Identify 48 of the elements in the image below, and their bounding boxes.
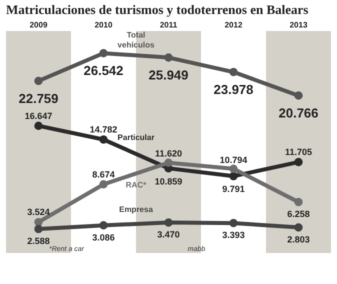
data-label: 3.524 bbox=[27, 207, 50, 218]
x-tick-label: 2011 bbox=[160, 20, 178, 30]
x-tick-label: 2012 bbox=[224, 20, 243, 30]
point bbox=[229, 68, 238, 76]
point bbox=[294, 158, 303, 166]
data-label: 9.791 bbox=[222, 184, 245, 194]
data-label: 8.674 bbox=[92, 169, 115, 180]
point bbox=[99, 135, 108, 144]
x-tick-label: 2010 bbox=[94, 20, 113, 30]
data-label: 16.647 bbox=[24, 110, 52, 121]
point bbox=[229, 172, 238, 180]
data-label: 6.258 bbox=[287, 209, 310, 220]
data-label: 3.470 bbox=[157, 230, 180, 240]
point bbox=[229, 218, 238, 228]
data-label: 25.949 bbox=[148, 68, 188, 83]
data-label: 23.978 bbox=[214, 82, 254, 98]
point bbox=[164, 53, 173, 62]
point bbox=[99, 49, 108, 58]
data-label: 2.803 bbox=[287, 234, 310, 244]
data-label: 22.759 bbox=[18, 90, 58, 106]
point bbox=[34, 122, 43, 130]
series-label: Particular bbox=[118, 132, 154, 142]
chart-title: Matriculaciones de turismos y todoterrenos en Balears bbox=[6, 2, 308, 17]
data-label: 20.766 bbox=[278, 106, 318, 121]
point bbox=[294, 91, 303, 100]
data-label: 26.542 bbox=[84, 63, 124, 78]
point bbox=[294, 223, 303, 232]
data-label: 11.620 bbox=[154, 148, 182, 159]
data-label: 3.086 bbox=[92, 232, 115, 242]
point bbox=[164, 158, 173, 167]
x-tick-label: 2013 bbox=[290, 20, 308, 30]
series-label: RAC* bbox=[126, 180, 148, 190]
point bbox=[34, 224, 43, 234]
point bbox=[99, 180, 108, 189]
x-tick-label: 2009 bbox=[30, 20, 48, 30]
data-label: 10.794 bbox=[220, 154, 248, 165]
point bbox=[99, 221, 108, 230]
data-label: 3.393 bbox=[222, 230, 245, 240]
point bbox=[294, 198, 303, 206]
point bbox=[34, 76, 43, 86]
data-label: 11.705 bbox=[284, 147, 312, 158]
series-label: Total vehículos bbox=[118, 30, 155, 50]
point bbox=[229, 164, 238, 173]
data-label: 14.782 bbox=[90, 124, 118, 135]
point bbox=[164, 218, 173, 227]
data-label: 10.859 bbox=[154, 176, 182, 186]
data-label: 2.588 bbox=[27, 236, 50, 246]
series-label: Empresa bbox=[119, 204, 154, 214]
